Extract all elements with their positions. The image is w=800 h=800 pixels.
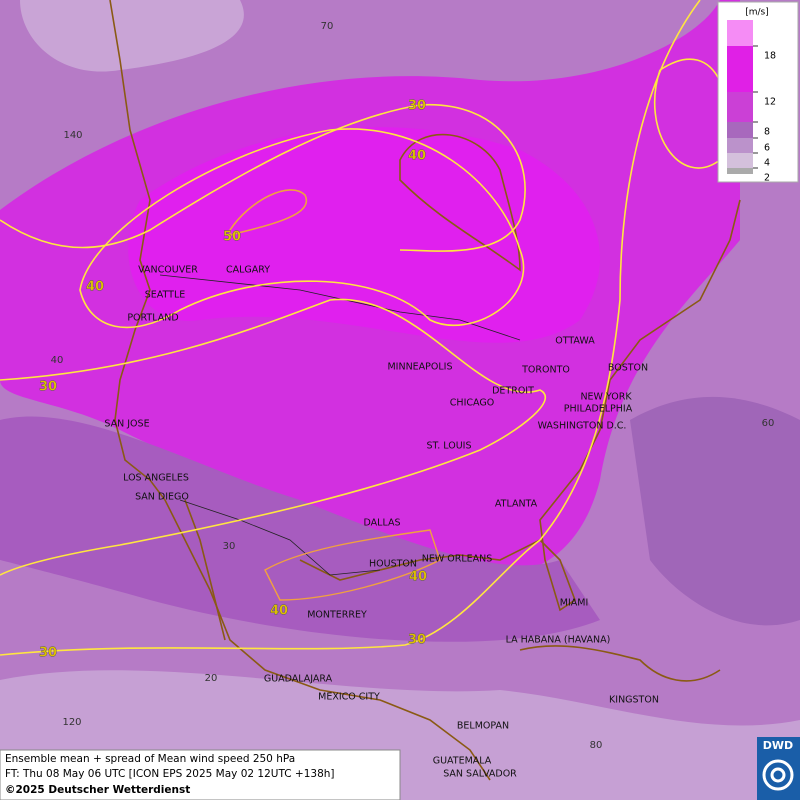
city-label: DETROIT	[492, 386, 534, 397]
isotach	[79, 128, 525, 329]
grid-label: 60	[762, 418, 775, 429]
legend-swatch	[727, 138, 753, 153]
city-label: MEXICO CITY	[318, 692, 380, 703]
logo-text: DWD	[763, 739, 793, 752]
city-label: BOSTON	[608, 363, 648, 374]
legend-swatch	[727, 20, 753, 46]
wind-field	[20, 0, 244, 72]
logo-icon	[770, 767, 786, 783]
city-label: KINGSTON	[609, 695, 659, 706]
grid-label: 40	[51, 355, 64, 366]
contour-label: 40	[408, 149, 426, 164]
legend-label: 18	[764, 51, 776, 62]
isotach	[0, 298, 547, 576]
contour-label: 30	[408, 633, 426, 648]
city-label: CHICAGO	[450, 398, 494, 409]
city-label: BELMOPAN	[457, 721, 509, 732]
legend-label: 2	[764, 173, 770, 184]
city-label: SAN SALVADOR	[443, 769, 517, 780]
city-label: PORTLAND	[127, 313, 178, 324]
city-label: WASHINGTON D.C.	[538, 421, 627, 432]
isotach	[0, 104, 526, 252]
coastline	[184, 499, 226, 641]
coastline	[109, 0, 491, 781]
city-label: VANCOUVER	[138, 265, 198, 276]
wind-field	[128, 127, 600, 343]
coastline	[299, 199, 741, 612]
caption: ©2025 Deutscher Wetterdienst	[5, 784, 190, 796]
contour-label: 50	[223, 230, 241, 245]
wind-field	[0, 416, 600, 642]
legend-unit: [m/s]	[745, 8, 769, 18]
legend-swatch	[727, 153, 753, 168]
contour-label: 30	[39, 380, 57, 395]
grid-label: 140	[63, 130, 82, 141]
city-label: MINNEAPOLIS	[387, 362, 452, 373]
isotach	[0, 0, 701, 656]
contour-label: 40	[270, 604, 288, 619]
contour-label: 40	[409, 570, 427, 585]
wind-field	[630, 396, 800, 626]
isotach	[264, 529, 441, 601]
grid-label: 20	[205, 673, 218, 684]
city-label: SAN JOSE	[104, 419, 149, 430]
legend-label: 4	[764, 158, 770, 169]
city-label: CALGARY	[226, 265, 270, 276]
legend-swatch	[727, 122, 753, 138]
contour-label: 30	[408, 99, 426, 114]
city-label: HOUSTON	[369, 559, 417, 570]
city-label: ST. LOUIS	[427, 441, 472, 452]
city-label: NEW YORK	[580, 392, 632, 403]
grid-label: 80	[590, 740, 603, 751]
grid-label: 70	[321, 21, 334, 32]
city-label: NEW ORLEANS	[422, 554, 493, 565]
contour-label: 30	[39, 646, 57, 661]
city-label: SAN DIEGO	[135, 492, 189, 503]
logo-icon	[762, 759, 794, 791]
legend-label: 8	[764, 127, 770, 138]
city-label: LA HABANA (HAVANA)	[506, 635, 611, 646]
city-label: SEATTLE	[145, 290, 186, 301]
contour-label: 40	[86, 280, 104, 295]
coastline	[519, 645, 721, 682]
city-label: OTTAWA	[555, 336, 595, 347]
isotach	[229, 189, 308, 237]
city-label: MIAMI	[560, 598, 589, 609]
city-label: DALLAS	[364, 518, 401, 529]
caption-box	[0, 749, 401, 800]
city-label: GUATEMALA	[433, 756, 492, 767]
legend-label: 12	[764, 97, 776, 108]
city-label: MONTERREY	[307, 610, 367, 621]
grid-label: 120	[62, 717, 81, 728]
city-label: LOS ANGELES	[123, 473, 189, 484]
caption: FT: Thu 08 May 06 UTC [ICON EPS 2025 May…	[5, 768, 335, 780]
city-label: PHILADELPHIA	[564, 404, 633, 415]
legend-swatch	[727, 92, 753, 122]
legend-swatch	[727, 168, 753, 174]
city-label: ATLANTA	[495, 499, 538, 510]
caption: Ensemble mean + spread of Mean wind spee…	[5, 753, 295, 765]
city-label: TORONTO	[521, 365, 570, 376]
border	[179, 499, 381, 576]
city-label: GUADALAJARA	[264, 674, 333, 685]
legend-label: 6	[764, 143, 770, 154]
legend-swatch	[727, 46, 753, 92]
grid-label: 30	[223, 541, 236, 552]
border	[159, 274, 521, 341]
